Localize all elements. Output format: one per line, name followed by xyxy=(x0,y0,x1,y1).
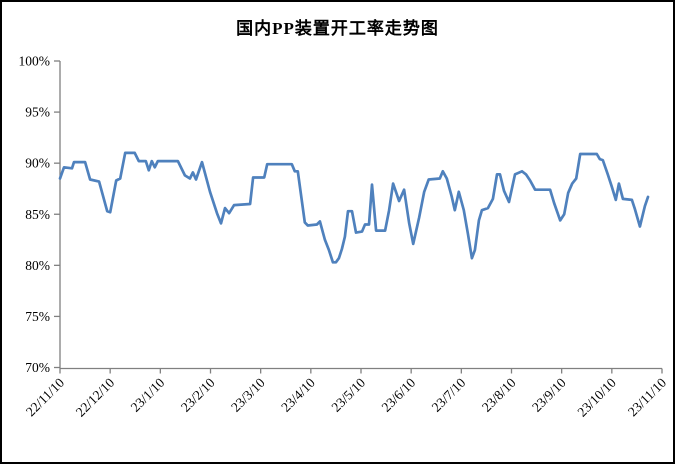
y-tick-label: 100% xyxy=(19,54,51,69)
x-tick-label: 23/1/10 xyxy=(128,375,168,415)
x-tick-label: 23/3/10 xyxy=(228,375,268,415)
x-tick-label: 23/7/10 xyxy=(429,375,469,415)
x-tick-label: 23/9/10 xyxy=(529,375,569,415)
x-tick-label: 22/11/10 xyxy=(23,375,67,419)
x-tick-label: 22/12/10 xyxy=(73,375,118,420)
y-tick-label: 90% xyxy=(25,156,50,171)
chart-title: 国内PP装置开工率走势图 xyxy=(236,19,439,38)
y-tick-label: 95% xyxy=(25,105,50,120)
y-tick-label: 75% xyxy=(25,309,50,324)
x-tick-label: 23/10/10 xyxy=(574,375,619,420)
x-tick-label: 23/4/10 xyxy=(278,375,318,415)
operating-rate-trend-line xyxy=(58,151,650,264)
x-tick-label: 23/5/10 xyxy=(328,375,368,415)
x-tick-label: 23/11/10 xyxy=(625,375,669,419)
y-tick-label: 85% xyxy=(25,207,50,222)
x-tick-label: 23/8/10 xyxy=(479,375,519,415)
x-tick-label: 23/2/10 xyxy=(178,375,218,415)
y-tick-label: 80% xyxy=(25,258,50,273)
y-tick-label: 70% xyxy=(25,360,50,375)
x-tick-label: 23/6/10 xyxy=(379,375,419,415)
